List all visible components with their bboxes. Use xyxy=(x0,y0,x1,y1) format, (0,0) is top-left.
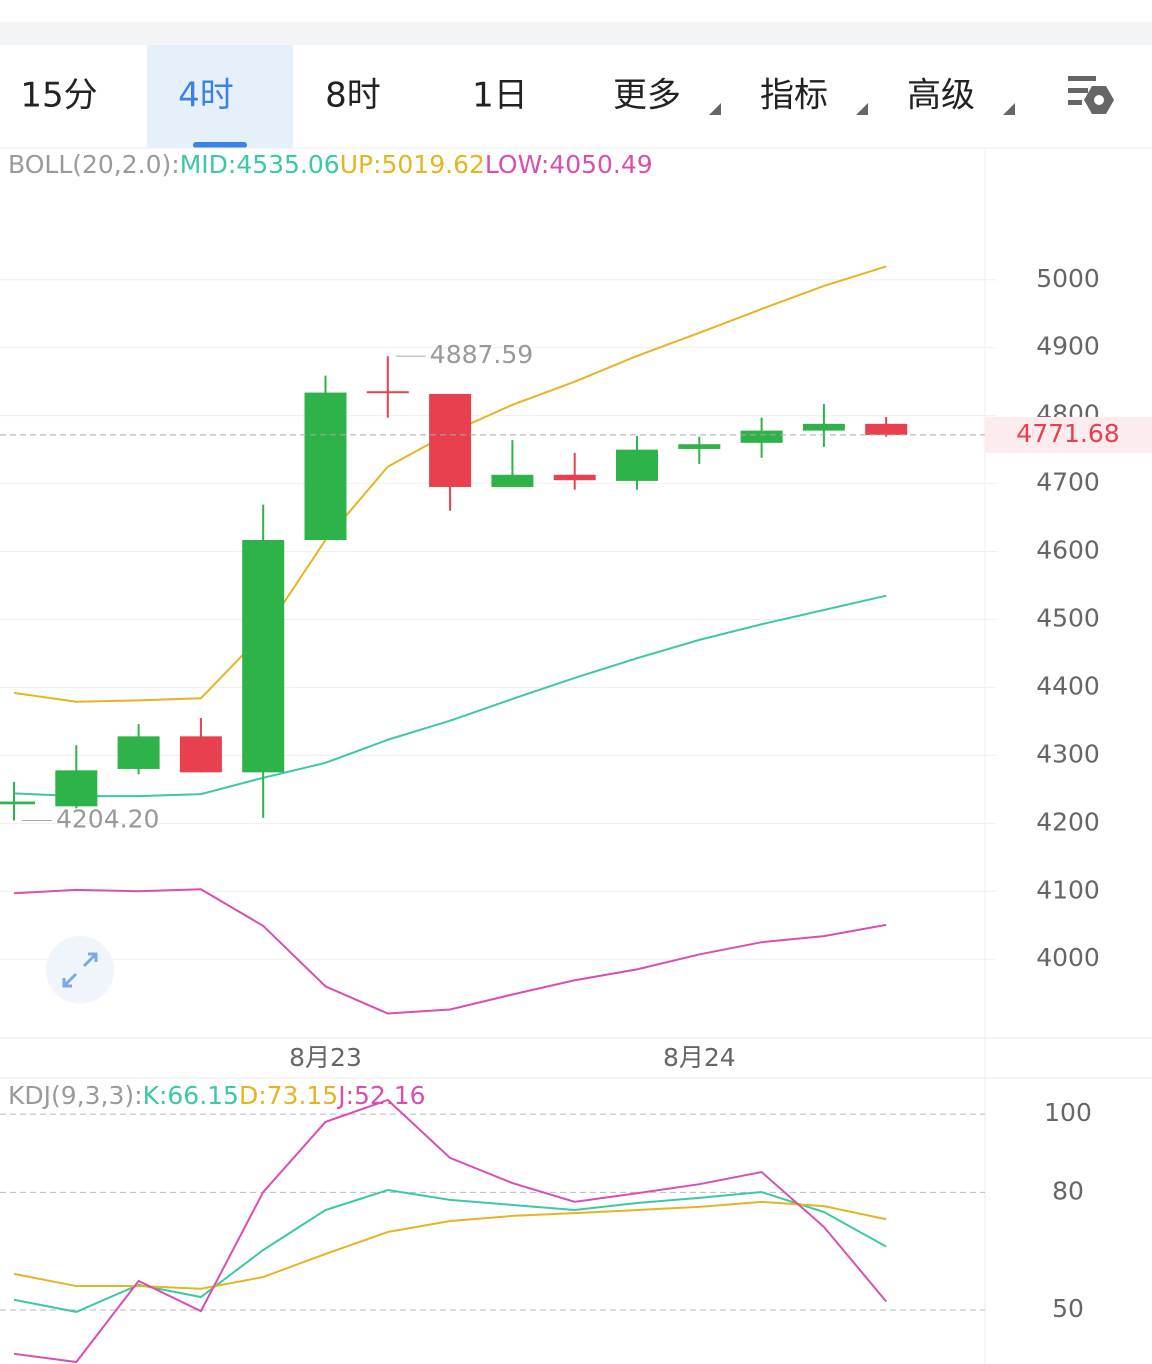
x-tick-label: 8月23 xyxy=(289,1043,362,1072)
tab[interactable]: 8时 xyxy=(325,76,381,116)
annotation-label: 4204.20 xyxy=(56,804,159,833)
indicator-header: KDJ(9,3,3):K:66.15D:73.15J:52.16 xyxy=(8,1081,426,1110)
plot: BOLL(20,2.0):MID:4535.06UP:5019.62LOW:40… xyxy=(0,150,1152,1364)
tab[interactable]: 15分 xyxy=(20,76,97,116)
indicator-line xyxy=(13,594,887,798)
y-tick-label: 4900 xyxy=(1036,332,1100,361)
x-tick-label: 8月24 xyxy=(663,1043,736,1072)
tab-highlight xyxy=(147,45,293,148)
icon-bar xyxy=(1068,76,1096,81)
tab-label: 1日 xyxy=(472,76,528,116)
candle-body xyxy=(429,393,472,488)
icon-dot xyxy=(1094,95,1104,105)
candle-body xyxy=(616,449,658,481)
last-price-label: 4771.68 xyxy=(1016,419,1119,448)
y-tick-label: 80 xyxy=(1052,1176,1084,1205)
tab-label: 指标 xyxy=(760,76,828,116)
indicator-line xyxy=(13,1098,887,1364)
indicator-line xyxy=(13,1189,887,1313)
y-tick-label: 4200 xyxy=(1036,807,1100,836)
y-tick-label: 4600 xyxy=(1036,536,1100,565)
header-item: J:52.16 xyxy=(336,1081,425,1110)
header-item: K:66.15 xyxy=(143,1081,239,1110)
tab-bar: 15分 4时 8时 1日 更多 指标 高级 xyxy=(20,45,1015,148)
header-item: UP:5019.62 xyxy=(340,150,485,179)
tab[interactable]: 4时 xyxy=(147,45,293,148)
tab[interactable]: 更多 xyxy=(613,76,721,116)
expand-button[interactable] xyxy=(46,936,114,1004)
y-tick-label: 4000 xyxy=(1036,943,1100,972)
icon-bar xyxy=(1068,100,1082,105)
tab[interactable]: 1日 xyxy=(472,76,528,116)
candle-body xyxy=(117,736,160,769)
y-tick-label: 4100 xyxy=(1036,875,1100,904)
button-bg xyxy=(46,936,114,1004)
dropdown-caret xyxy=(709,103,721,115)
tab-label: 高级 xyxy=(907,76,975,116)
y-tick-label: 4700 xyxy=(1036,468,1100,497)
indicator-header: BOLL(20,2.0):MID:4535.06UP:5019.62LOW:40… xyxy=(8,150,653,179)
icon-bar xyxy=(1068,88,1088,93)
tab[interactable]: 高级 xyxy=(907,76,1015,116)
header-item: BOLL(20,2.0): xyxy=(8,150,180,179)
candle-body xyxy=(491,474,534,488)
tab-label: 8时 xyxy=(325,76,381,116)
header-item: LOW:4050.49 xyxy=(485,150,653,179)
candle-body xyxy=(0,801,35,805)
y-tick-label: 100 xyxy=(1044,1098,1092,1127)
last-price-box xyxy=(985,416,1152,453)
y-tick-label: 4300 xyxy=(1036,739,1100,768)
expand-arrows xyxy=(62,952,98,988)
tab-label: 15分 xyxy=(20,76,97,116)
header-item: KDJ(9,3,3): xyxy=(8,1081,143,1110)
y-tick-label: 4500 xyxy=(1036,603,1100,632)
dropdown-caret xyxy=(1003,103,1015,115)
tab[interactable]: 指标 xyxy=(760,76,868,116)
tab-label: 更多 xyxy=(613,76,681,116)
candle-body xyxy=(242,540,285,773)
y-tick-label: 5000 xyxy=(1036,264,1100,293)
header-item: MID:4535.06 xyxy=(180,150,340,179)
y-tick-label: 4400 xyxy=(1036,671,1100,700)
annotation-label: 4887.59 xyxy=(430,340,533,369)
y-tick-label: 50 xyxy=(1052,1294,1084,1323)
candle-body xyxy=(740,430,783,443)
header-item: D:73.15 xyxy=(239,1081,338,1110)
top-strip xyxy=(0,22,1152,45)
indicator-line xyxy=(13,1200,887,1290)
candle-body xyxy=(366,391,409,394)
candle-body xyxy=(678,444,721,449)
tab-underline xyxy=(193,142,247,148)
settings-icon[interactable] xyxy=(1068,76,1114,114)
candle-body xyxy=(304,392,347,541)
candle-body xyxy=(802,423,845,431)
candle-body xyxy=(55,770,98,807)
indicator-line xyxy=(13,888,887,1015)
dropdown-caret xyxy=(856,103,868,115)
tab-label: 4时 xyxy=(178,76,234,116)
candle-body xyxy=(179,736,222,773)
candle-body xyxy=(553,474,596,481)
candle-body xyxy=(865,423,908,435)
